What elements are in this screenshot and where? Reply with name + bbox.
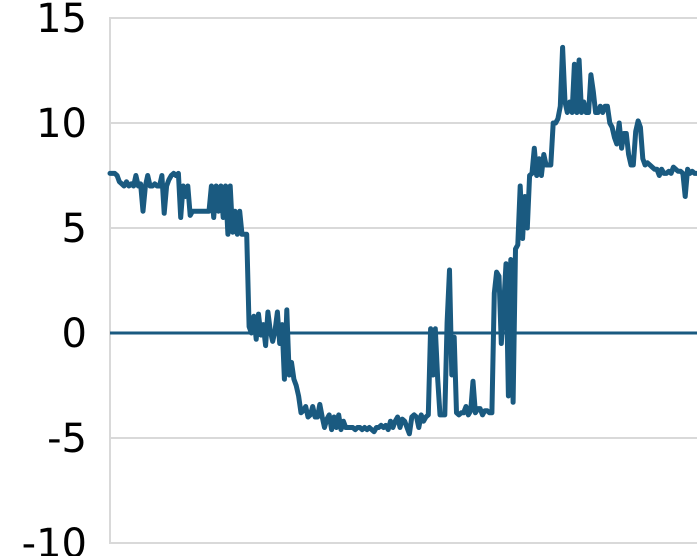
gridlines [110, 18, 697, 543]
y-tick-label: -5 [47, 416, 87, 462]
series-layer [110, 47, 697, 433]
y-tick-label: 15 [36, 0, 87, 42]
y-axis-tick-labels: 15 10 5 0 -5 -10 [22, 0, 87, 556]
series-line [110, 47, 697, 433]
plot-area-border [110, 18, 697, 543]
y-tick-label: -10 [22, 521, 87, 556]
y-tick-label: 5 [62, 206, 87, 252]
y-tick-label: 0 [62, 311, 87, 357]
y-tick-label: 10 [36, 101, 87, 147]
